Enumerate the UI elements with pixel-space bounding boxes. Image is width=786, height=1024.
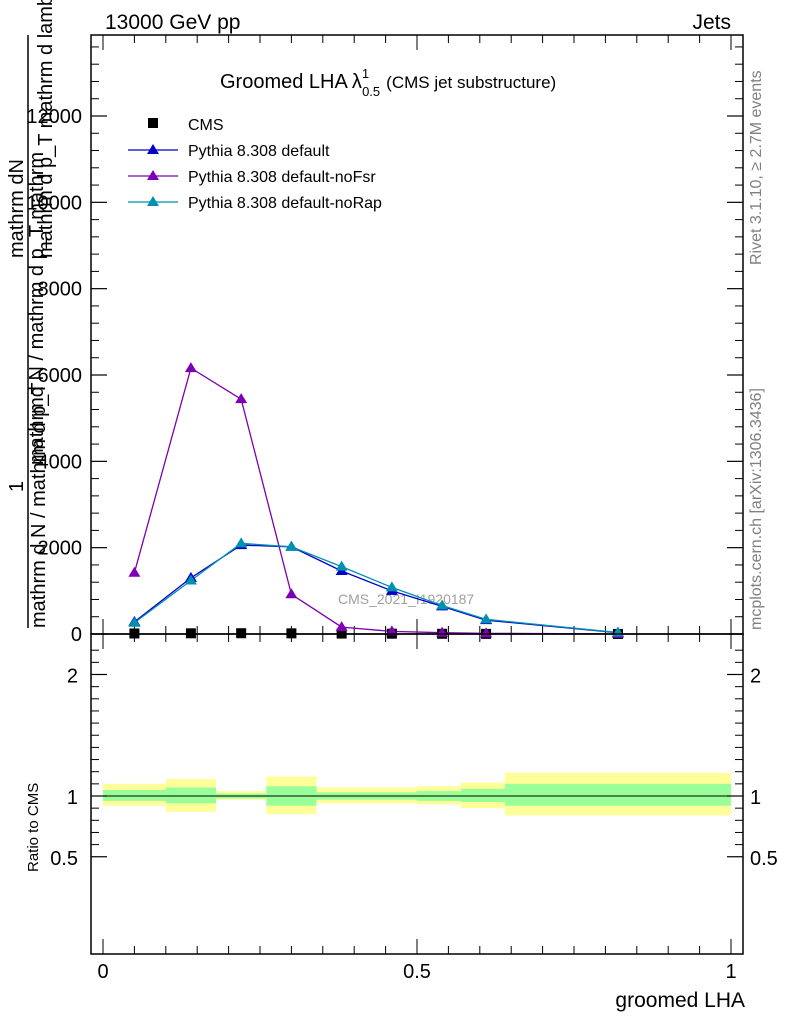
main-ytick-label: 0 xyxy=(71,624,82,646)
series-marker-noRap xyxy=(184,574,197,585)
main-ytick-label: 10000 xyxy=(26,192,82,214)
legend-item-norap: Pythia 8.308 default-noRap xyxy=(128,195,382,212)
main-ytick-label: 12000 xyxy=(26,106,82,128)
legend-marker-default xyxy=(147,144,159,154)
series-marker-noFsr xyxy=(285,588,298,599)
ratio-band-inner xyxy=(504,783,731,806)
series-marker-noRap xyxy=(285,540,298,551)
series-marker-noRap xyxy=(436,599,449,610)
ratio-band-inner xyxy=(165,787,217,804)
side-text-bottom: mcplots.cern.ch [arXiv:1306.3436] xyxy=(748,388,765,630)
main-ytick-label: 6000 xyxy=(38,365,83,387)
series-line-default xyxy=(134,544,619,634)
header-left: 13000 GeV pp xyxy=(105,11,240,34)
legend-marker-norap xyxy=(147,196,159,206)
legend-label-cms: CMS xyxy=(188,117,224,134)
x-axis-label: groomed LHA xyxy=(615,989,745,1012)
y-label-one: 1 xyxy=(6,481,28,492)
y-label-denominator: mathrm d N / mathrm d p_T xyxy=(28,382,50,628)
y-label-numerator-2: mathrm d p_T mathrm d lambda xyxy=(35,0,57,258)
series-marker-noRap xyxy=(128,616,141,627)
legend-marker-cms xyxy=(148,118,158,128)
series-marker-noRap xyxy=(335,560,348,571)
ratio-ytick-label: 0.5 xyxy=(50,848,78,870)
legend: CMS Pythia 8.308 default Pythia 8.308 de… xyxy=(128,117,382,212)
series-line-noRap xyxy=(134,542,619,634)
side-text-top: Rivet 3.1.10, ≥ 2.7M events xyxy=(748,70,765,265)
plot-title: Groomed LHA λ1 0.5 (CMS jet substructure) xyxy=(220,66,556,99)
ratio-ytick-label-right: 0.5 xyxy=(750,848,778,870)
legend-label-default: Pythia 8.308 default xyxy=(188,143,330,160)
legend-label-norap: Pythia 8.308 default-noRap xyxy=(188,195,382,212)
ratio-band-inner xyxy=(103,789,166,801)
xtick-label: 1 xyxy=(725,961,736,983)
series-marker-noFsr xyxy=(385,625,398,636)
y-label-denominator-2: mathrmd N / mathrm d p_T mathrm xyxy=(26,152,48,465)
legend-label-nofsr: Pythia 8.308 default-noFsr xyxy=(188,169,376,186)
ratio-ytick-label: 2 xyxy=(67,666,78,688)
series-marker-noRap xyxy=(385,581,398,592)
ratio-band-inner xyxy=(460,788,505,803)
main-axis-ticks: 0 2000 4000 6000 8000 10000 12000 xyxy=(26,35,743,646)
ratio-bands xyxy=(103,772,731,816)
series-marker-noFsr xyxy=(335,621,348,632)
series-marker-noFsr xyxy=(235,393,248,404)
ratio-y-label: Ratio to CMS xyxy=(25,783,42,872)
series-marker-noFsr xyxy=(128,566,141,577)
main-ytick-label: 2000 xyxy=(38,538,83,560)
legend-item-default: Pythia 8.308 default xyxy=(128,143,330,160)
header-right: Jets xyxy=(692,11,731,34)
ratio-ytick-label-right: 2 xyxy=(750,666,761,688)
main-ytick-label: 8000 xyxy=(38,279,83,301)
xtick-label: 0.5 xyxy=(403,961,431,983)
cms-data-point xyxy=(236,628,247,639)
legend-item-nofsr: Pythia 8.308 default-noFsr xyxy=(128,169,376,186)
legend-marker-nofsr xyxy=(147,170,159,180)
ratio-ytick-label-right: 1 xyxy=(750,787,761,809)
x-axis-ticks: 0 0.5 1 xyxy=(97,634,737,983)
legend-item-cms: CMS xyxy=(148,117,224,134)
series-marker-noFsr xyxy=(184,362,197,373)
ratio-axis-ticks: 0.5 0.5 1 1 2 2 xyxy=(50,649,778,870)
series-marker-noRap xyxy=(480,613,493,624)
y-axis-label: mathrm dN mathrm d p_T mathrm d lambda 1… xyxy=(6,0,57,628)
ratio-ytick-label: 1 xyxy=(67,787,78,809)
xtick-label: 0 xyxy=(97,961,108,983)
series-marker-noRap xyxy=(235,537,248,548)
y-label-numerator: mathrm dN xyxy=(6,159,28,258)
watermark: CMS_2021_I1920187 xyxy=(338,591,474,607)
main-ytick-label: 4000 xyxy=(38,451,83,473)
series-marker-noFsr xyxy=(480,627,493,638)
